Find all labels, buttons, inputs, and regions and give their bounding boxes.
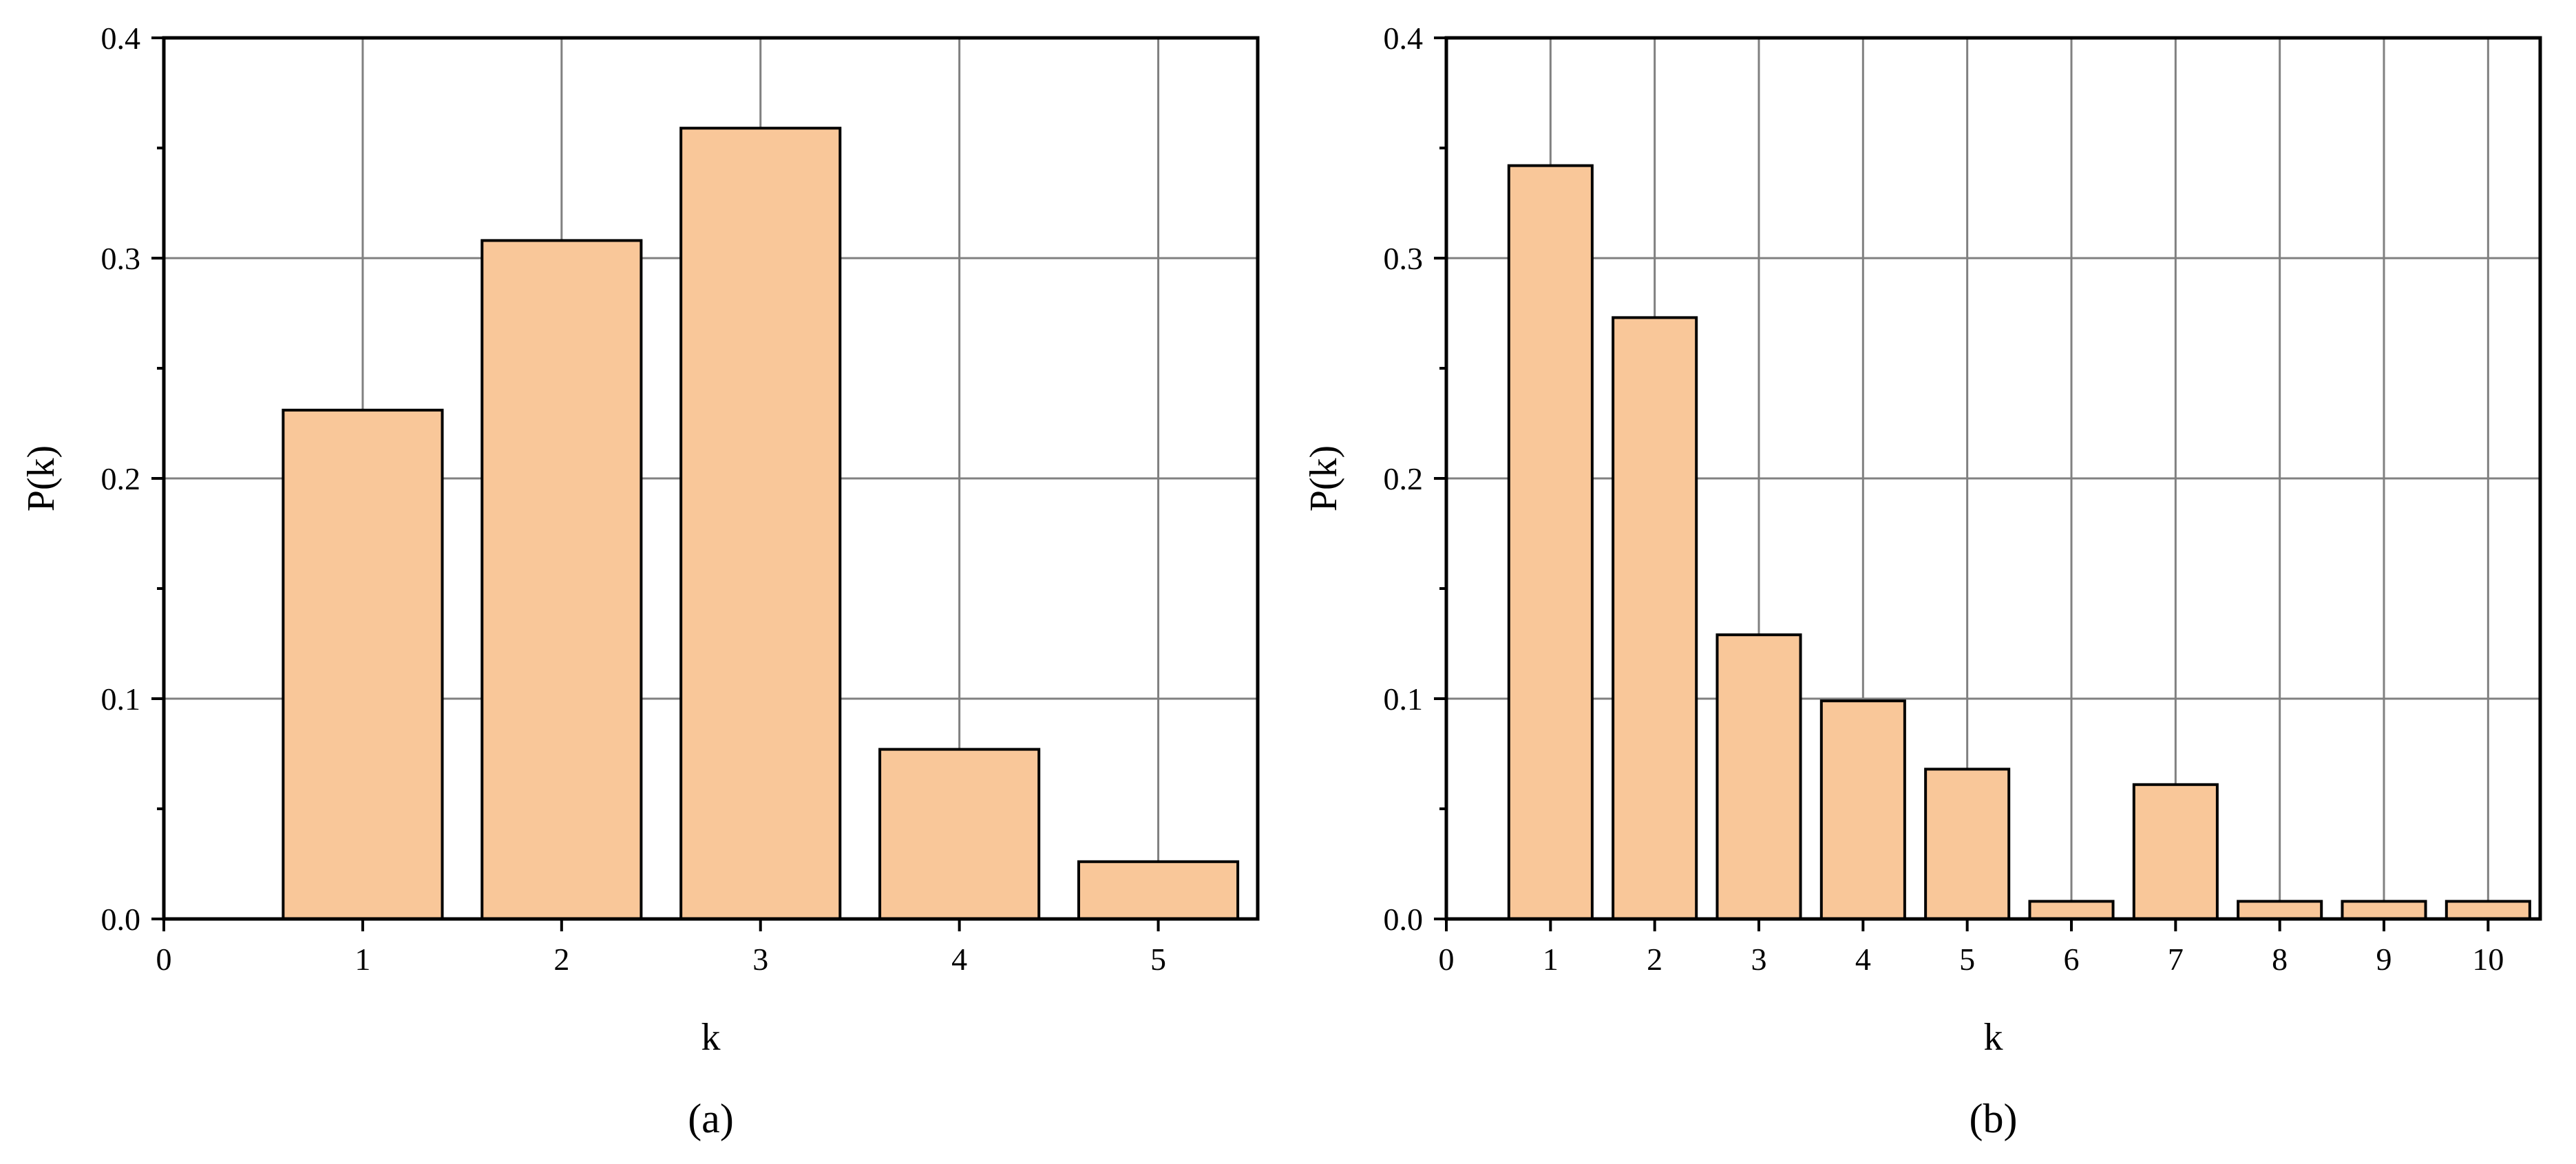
y-tick-label: 0.4 (1384, 21, 1424, 56)
x-tick-label: 5 (1959, 942, 1975, 977)
bar-k5 (1077, 860, 1240, 921)
y-axis-label: P(k) (1302, 445, 1345, 511)
x-tick-label: 10 (2472, 942, 2504, 977)
x-tick-label: 6 (2064, 942, 2080, 977)
x-tick-label: 1 (355, 942, 370, 977)
x-tick-label: 7 (2168, 942, 2184, 977)
x-tick-label: 2 (1647, 942, 1662, 977)
bar-k1 (282, 408, 444, 920)
bar-k10 (2445, 900, 2531, 921)
y-tick-label: 0.2 (101, 461, 141, 496)
y-tick-label: 0.2 (1384, 461, 1424, 496)
x-tick-label: 1 (1543, 942, 1559, 977)
panel-caption: (a) (688, 1096, 734, 1141)
x-tick-label: 3 (1751, 942, 1767, 977)
y-tick-label: 0.1 (1384, 681, 1424, 717)
x-tick-label: 4 (951, 942, 967, 977)
bar-k3 (679, 127, 842, 921)
y-tick-label: 0.0 (101, 902, 141, 937)
x-tick-label: 2 (553, 942, 569, 977)
y-axis-label: P(k) (20, 445, 63, 511)
bar-k9 (2341, 900, 2427, 921)
y-tick-label: 0.1 (101, 681, 141, 717)
panel-a: 0.0 0.1 0.2 0.3 0.4 0 1 2 3 4 5 k P(k) (a) (20, 21, 1260, 1141)
panel-caption: (b) (1970, 1096, 2018, 1141)
bar-k5 (1924, 768, 2011, 921)
bar-k2 (481, 239, 643, 920)
bar-k2 (1612, 316, 1698, 920)
bar-k1 (1507, 164, 1594, 921)
x-tick-label: 0 (156, 942, 172, 977)
bar-k8 (2237, 900, 2323, 921)
x-tick-label: 9 (2376, 942, 2392, 977)
bar-k6 (2028, 900, 2115, 921)
bar-k4 (878, 748, 1041, 920)
x-tick-label: 8 (2272, 942, 2288, 977)
x-tick-label: 5 (1150, 942, 1166, 977)
y-tick-label: 0.3 (1384, 241, 1424, 276)
bar-k4 (1819, 699, 1906, 920)
x-tick-label: 3 (752, 942, 768, 977)
bar-k3 (1715, 633, 1802, 920)
y-tick-label: 0.0 (1384, 902, 1424, 937)
x-tick-label: 4 (1855, 942, 1871, 977)
x-axis-label: k (701, 1016, 721, 1059)
bar-k7 (2132, 783, 2219, 921)
x-axis-label: k (1984, 1016, 2003, 1059)
x-tick-label: 0 (1439, 942, 1455, 977)
y-tick-label: 0.3 (101, 241, 141, 276)
y-tick-label: 0.4 (101, 21, 141, 56)
panel-b: 0.0 0.1 0.2 0.3 0.4 0 1 2 3 4 5 6 7 8 9 10 k P(k) (b) (1302, 21, 2542, 1141)
